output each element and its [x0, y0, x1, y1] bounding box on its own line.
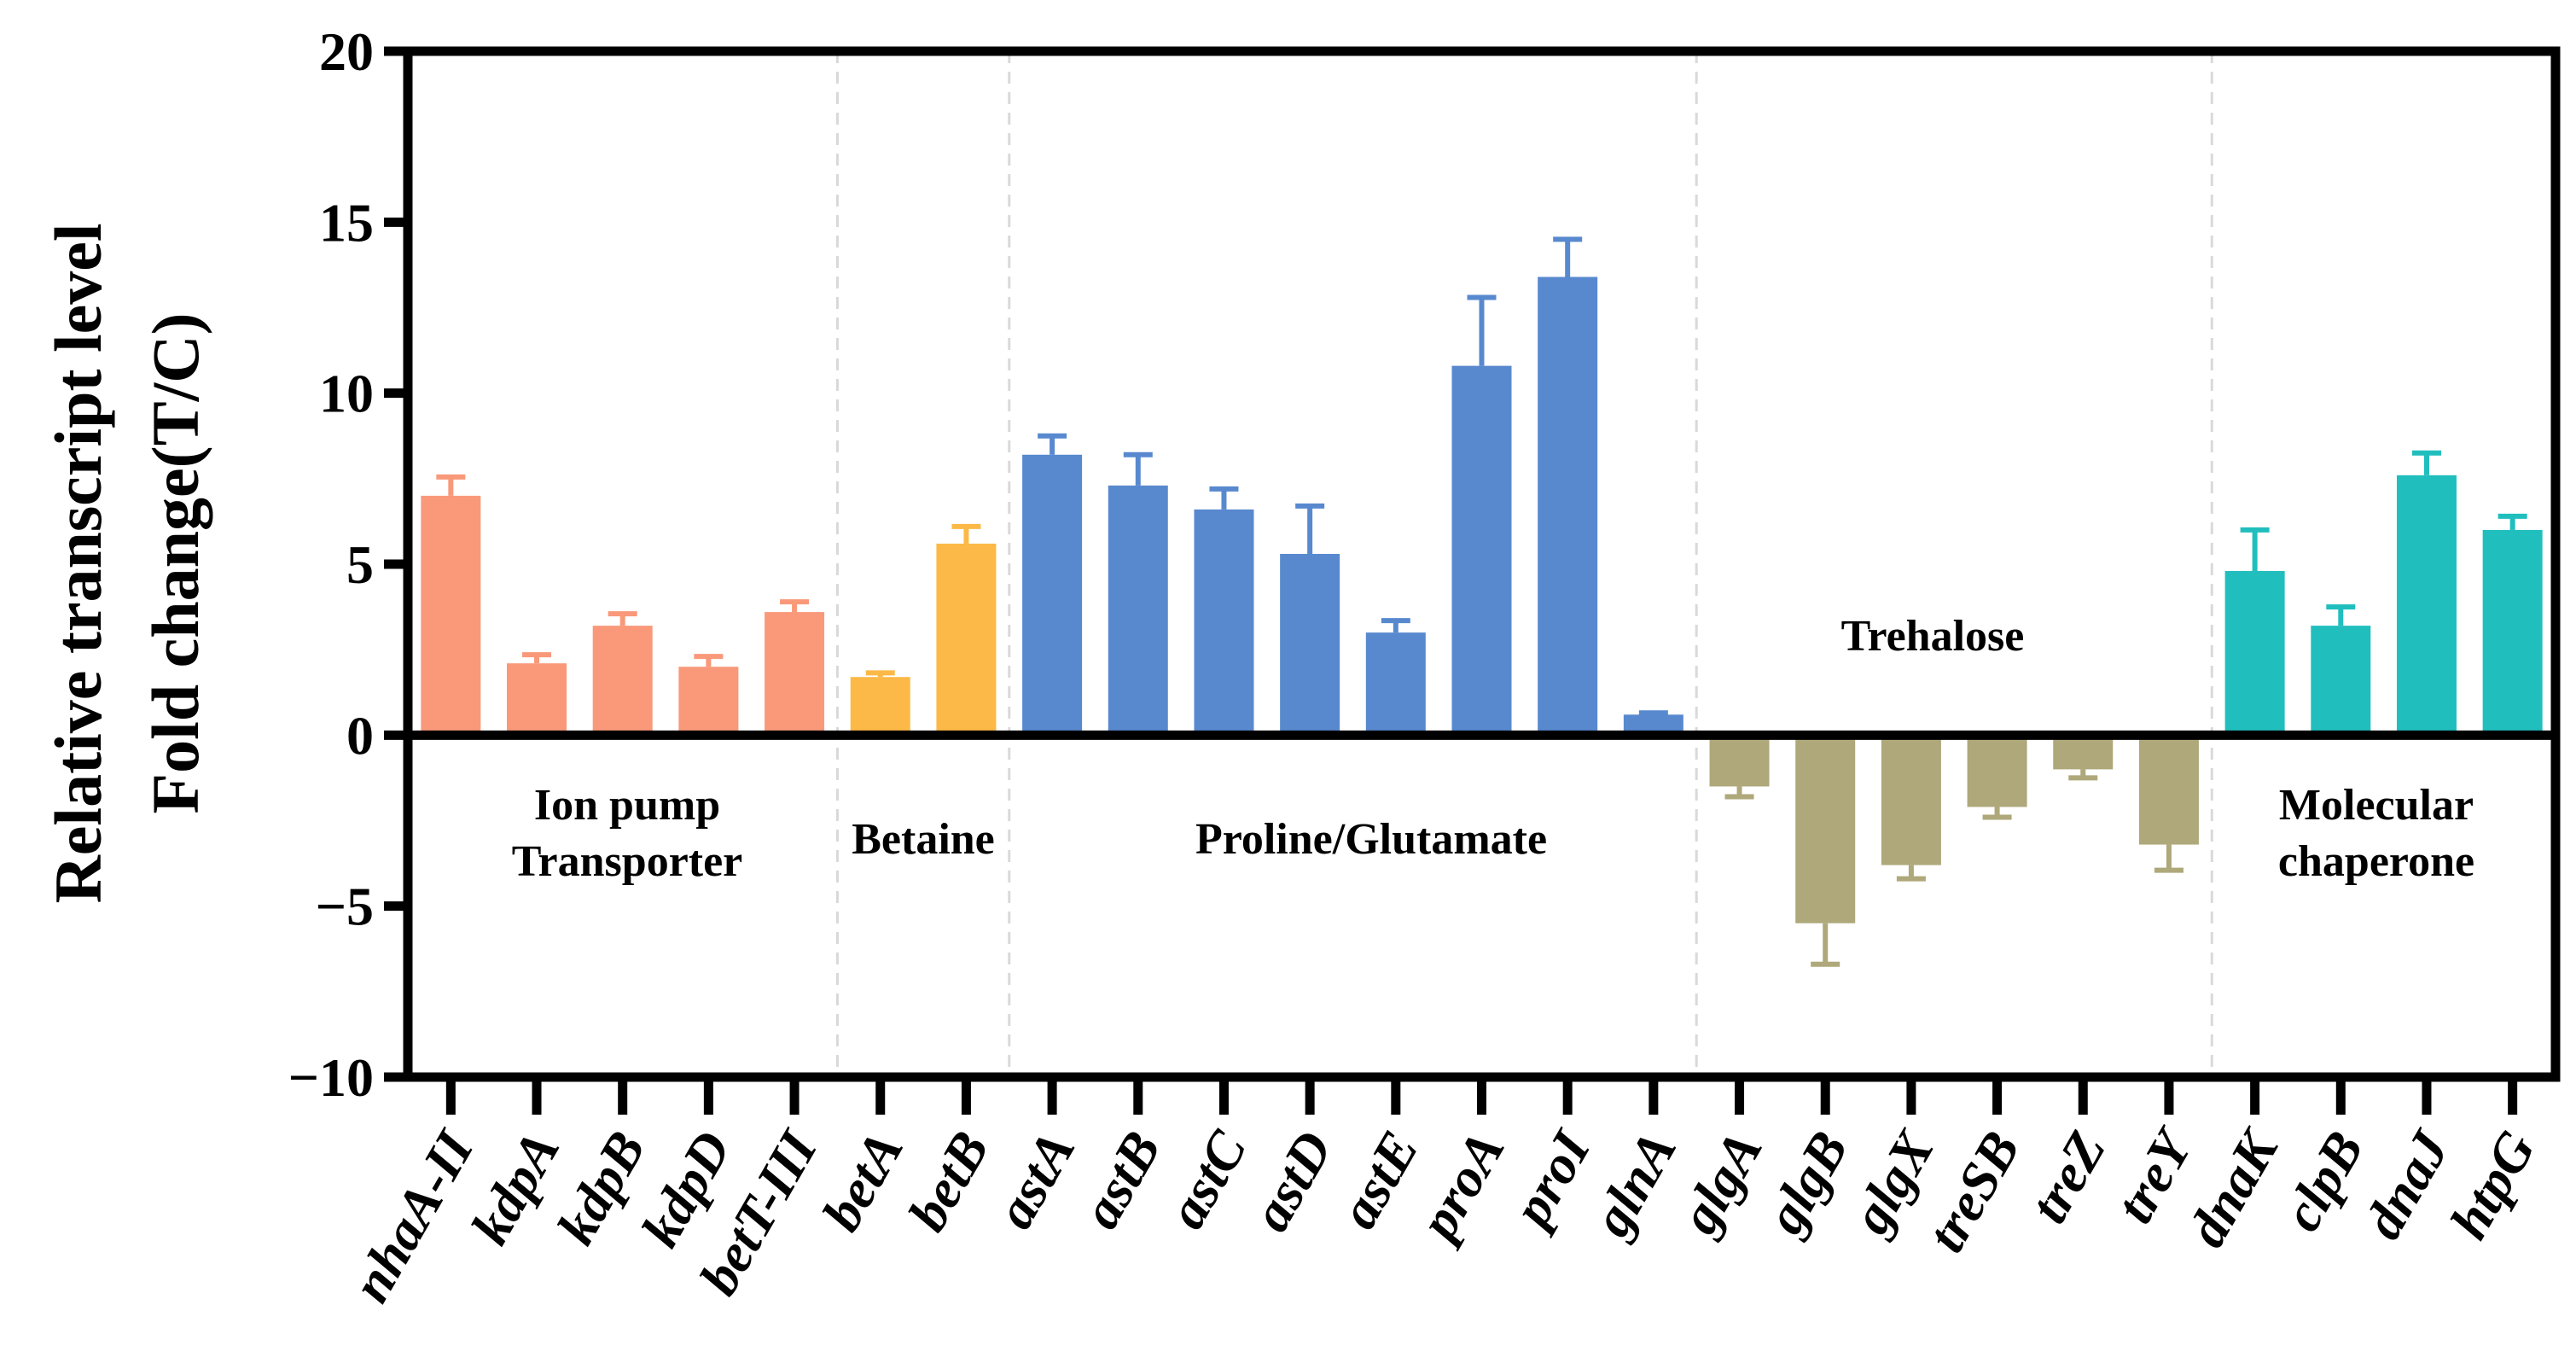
y-axis-title-line: Relative transcript level	[41, 223, 115, 903]
x-tick-label: glgA	[1667, 1121, 1774, 1245]
group-label-line: Betaine	[852, 815, 995, 864]
x-tick-label: astD	[1240, 1121, 1344, 1241]
y-tick-label: 5	[346, 534, 374, 595]
bar-treZ	[2053, 735, 2114, 770]
bar-glgA	[1709, 735, 1770, 787]
y-axis-title-line: Fold change(T/C)	[138, 312, 212, 813]
x-tick-label: glgB	[1753, 1121, 1860, 1245]
group-label-line: Transporter	[512, 837, 743, 886]
y-tick-label: 10	[319, 364, 374, 424]
y-tick-label: −10	[288, 1047, 374, 1108]
bar-astE	[1365, 632, 1426, 736]
x-tick-label: dnaJ	[2352, 1120, 2462, 1249]
group-label: Ion pump Transporter	[512, 781, 743, 886]
bar-astC	[1194, 509, 1254, 736]
y-tick-label: 20	[319, 21, 374, 82]
bar-nhaA-II	[421, 495, 481, 736]
x-tick-label: proA	[1405, 1121, 1516, 1253]
bar-proI	[1538, 277, 1598, 736]
bar-betB	[936, 543, 997, 736]
x-tick-label: kdpA	[459, 1121, 571, 1255]
x-tick-label: astC	[1155, 1120, 1259, 1238]
bar-proA	[1451, 365, 1512, 736]
x-tick-label: dnaK	[2176, 1118, 2291, 1256]
group-label: Proline/Glutamate	[1195, 815, 1547, 864]
x-tick-label: kdpB	[545, 1121, 657, 1255]
x-tick-label: betB	[897, 1121, 1001, 1241]
y-tick-label: −5	[316, 877, 374, 937]
y-tick-label: 0	[346, 705, 374, 766]
bars	[421, 236, 2543, 967]
bar-betT-III	[765, 612, 825, 736]
x-tick-label: astB	[1070, 1121, 1172, 1238]
y-axis-title: Relative transcript level Fold change(T/C…	[41, 223, 212, 903]
bar-treY	[2138, 735, 2199, 845]
bar-glgX	[1881, 735, 1941, 865]
x-tick-label: proI	[1498, 1120, 1602, 1239]
group-label: Betaine	[852, 815, 995, 864]
group-label-line: Ion pump	[534, 781, 720, 830]
bar-dnaJ	[2396, 475, 2457, 736]
group-label-line: Trehalose	[1841, 612, 2025, 661]
group-label: Trehalose	[1841, 612, 2025, 661]
bar-kdpA	[507, 663, 567, 736]
x-tick-label: astA	[984, 1121, 1086, 1238]
x-tick-label: htpG	[2438, 1121, 2546, 1249]
y-tick-label: 15	[319, 192, 374, 253]
group-separators	[835, 51, 2213, 1077]
bar-glgB	[1795, 735, 1856, 923]
x-tick-label: betA	[811, 1121, 915, 1241]
group-label: Molecular chaperone	[2278, 781, 2474, 886]
bar-kdpB	[592, 626, 653, 736]
x-tick-label: treZ	[2018, 1121, 2118, 1233]
bar-astA	[1022, 454, 1083, 736]
bar-astD	[1280, 553, 1340, 736]
group-label-line: Proline/Glutamate	[1195, 815, 1547, 864]
bar-kdpD	[678, 667, 739, 736]
bar-astB	[1108, 485, 1168, 736]
group-label-line: chaperone	[2278, 837, 2474, 886]
bar-clpB	[2311, 626, 2371, 736]
bar-betA	[850, 677, 910, 736]
group-label-line: Molecular	[2279, 781, 2474, 830]
bar-htpG	[2482, 529, 2543, 736]
bar-treSB	[1967, 735, 2027, 807]
x-tick-label: treSB	[1916, 1121, 2032, 1262]
axes	[384, 46, 2561, 1115]
x-tick-label: glnA	[1579, 1121, 1688, 1247]
bar-dnaK	[2224, 571, 2285, 736]
